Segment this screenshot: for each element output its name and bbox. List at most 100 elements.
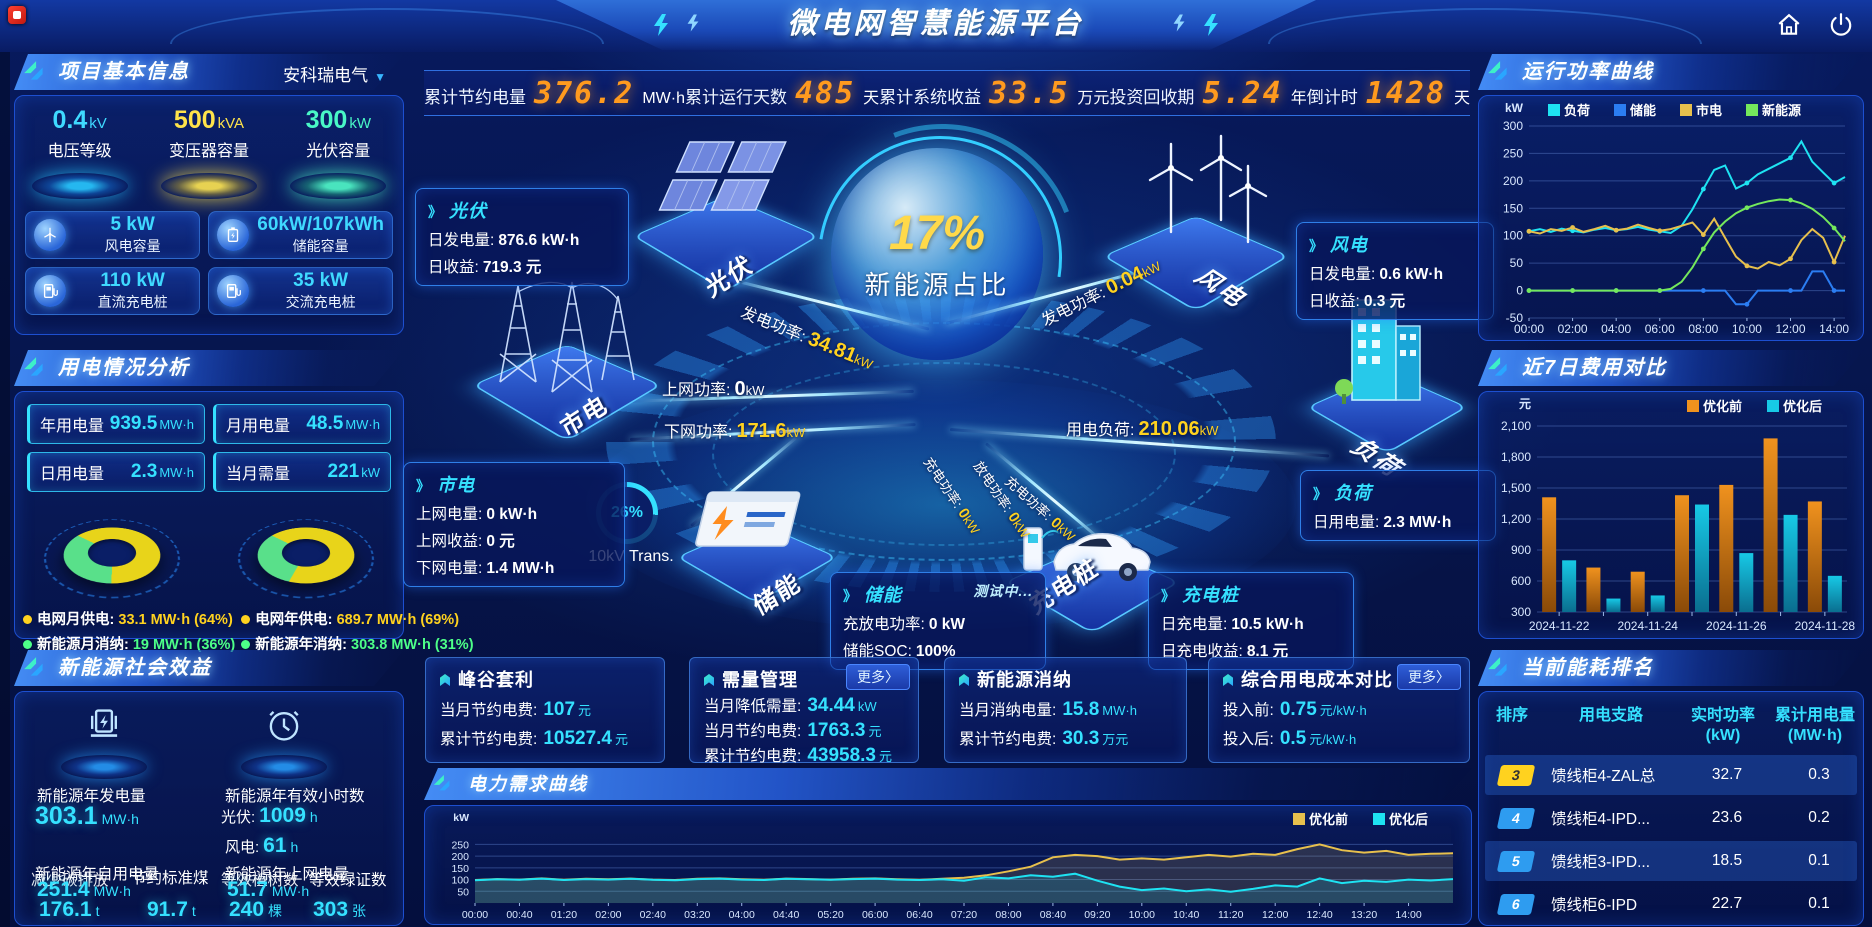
ranking-table-body: 3 馈线柜4-ZAL总 32.7 0.3 4 馈线柜4-IPD... 23.6 … (1479, 755, 1863, 924)
table-row[interactable]: 4 馈线柜4-IPD... 23.6 0.2 (1485, 798, 1857, 838)
label-self-consumption: 新能源年自用电量 (35, 866, 160, 883)
panel-corner-icon (22, 59, 48, 85)
pedestal-voltage-level: 0.4 kV 电压等级 (20, 106, 140, 199)
table-row[interactable]: 5 馈线柜3-IPD... 18.5 0.1 (1485, 841, 1857, 881)
glow-ring (241, 755, 327, 779)
glow-ring (160, 173, 257, 199)
card-storage-capacity: 60kW/107kWh 储能容量 (208, 211, 393, 259)
card-ac-charger: 35 kW 交流充电桩 (208, 267, 393, 315)
pv-info-card: 》光伏 日发电量: 876.6 kW·h 日收益: 719.3 元 (415, 188, 629, 286)
panel-demand-header: 电力需求曲线 (424, 768, 1472, 800)
clock-icon (269, 711, 299, 741)
supply-mix-legend: 电网月供电: 33.1 MW·h (64%) 电网年供电: 689.7 MW·h… (15, 598, 474, 654)
glow-ring (290, 173, 387, 199)
demand-more-button[interactable]: 更多〉 (846, 664, 910, 690)
label-green-cert: 等效绿证数 (309, 872, 387, 889)
svg-text:150: 150 (1503, 201, 1523, 215)
card-demand-management: 更多〉 需量管理 当月降低需量: 34.44 kW 当月节约电费: 1763.3 元 累… (689, 657, 919, 766)
flag-icon (704, 674, 714, 686)
panel-title: 项目基本信息 (58, 61, 190, 83)
svg-text:2024-11-22: 2024-11-22 (1529, 619, 1590, 633)
running-power-chart: -50 0 50 100 150 200 250 300 kW 00:00 02:00 04:00 06… (1503, 101, 1849, 336)
table-row[interactable]: 6 馈线柜6-IPD 22.7 0.1 (1485, 884, 1857, 924)
svg-text:优化前: 优化前 (1309, 812, 1348, 827)
svg-text:优化后: 优化后 (1783, 399, 1822, 414)
svg-text:12:40: 12:40 (1306, 909, 1332, 921)
table-row[interactable]: 3 馈线柜4-ZAL总 32.7 0.3 (1485, 755, 1857, 795)
svg-text:250: 250 (451, 839, 469, 851)
kpi-total-saved-energy: 累计节约电量 376.2 MW·h (424, 75, 685, 111)
legend-dot (241, 615, 251, 624)
usage-stats: 年用电量 939.5 MW·h 月用电量 48.5 MW·h 日用电量 2.3 MW·h 当… (15, 392, 403, 492)
stat-month-demand: 当月需量 221 kW (213, 452, 391, 492)
label-tree-equivalent: 等效植树数 (221, 872, 299, 889)
svg-text:10:00: 10:00 (1129, 909, 1155, 921)
flag-icon (959, 674, 969, 686)
lightning-icon (1173, 14, 1185, 32)
ranking-table-header: 排序 用电支路 实时功率 (kW) 累计用电量 (MW·h) (1495, 707, 1855, 744)
svg-text:300: 300 (1511, 605, 1531, 619)
battery-container-icon (695, 491, 801, 547)
rank-badge: 5 (1496, 850, 1536, 872)
legend-dot (23, 615, 32, 624)
panel-power-header: 运行功率曲线 (1478, 54, 1864, 90)
kpi-system-revenue: 累计系统收益 33.5 万元 (879, 75, 1110, 111)
svg-text:0: 0 (1516, 284, 1523, 298)
panel-title: 电力需求曲线 (468, 774, 588, 794)
svg-text:负荷: 负荷 (1564, 103, 1590, 118)
rank-badge: 4 (1496, 807, 1536, 829)
stat-day-usage: 日用电量 2.3 MW·h (27, 452, 205, 492)
svg-text:03:20: 03:20 (684, 909, 710, 921)
panel-running-power: 运行功率曲线 -50 0 50 100 150 200 250 300 kW 00:00 02:00… (1478, 54, 1864, 341)
svg-text:600: 600 (1511, 574, 1531, 588)
panel-corner-icon (1486, 355, 1512, 381)
cost-compare-chart: 300 600 900 1,200 1,500 1,800 2,100 元 2024-11-22… (1501, 397, 1855, 633)
charger-icon (217, 275, 250, 307)
panel-benefit-header: 新能源社会效益 (14, 650, 404, 686)
panel-title: 当前能耗排名 (1522, 657, 1654, 679)
panel-corner-icon (22, 355, 48, 381)
svg-text:kW: kW (453, 812, 469, 824)
renewable-share-value: 17% (888, 207, 986, 260)
svg-text:50: 50 (1510, 256, 1524, 270)
panel-corner-icon (1486, 59, 1512, 85)
cost-more-button[interactable]: 更多〉 (1397, 664, 1461, 690)
hours-pedestal (241, 704, 327, 779)
power-icon[interactable] (1828, 12, 1854, 38)
rank-badge: 3 (1496, 764, 1536, 786)
project-pedestals: 0.4 kV 电压等级 500 kVA 变压器容量 300 kW 光伏容量 (15, 96, 403, 199)
kpi-payback-period: 投资回收期 5.24 年 (1109, 75, 1307, 111)
panel-renewable-benefit: 新能源社会效益 新能源年发电量 30 (14, 650, 404, 926)
company-select[interactable]: 安科瑞电气 ▼ (283, 66, 386, 85)
legend-renewable-month: 新能源月消纳: 19 MW·h (36%) (23, 633, 235, 654)
svg-text:14:00: 14:00 (1395, 909, 1421, 921)
svg-text:06:00: 06:00 (1645, 322, 1675, 336)
panel-corner-icon (432, 773, 454, 795)
pedestal-transformer-capacity: 500 kVA 变压器容量 (149, 106, 269, 199)
flow-grid-draw: 下网功率: 171.6kW (664, 420, 806, 442)
battery-icon (217, 219, 250, 251)
glow-ring (61, 755, 147, 779)
svg-text:01:20: 01:20 (551, 909, 577, 921)
panel-cost-header: 近7日费用对比 (1478, 350, 1864, 386)
ev-car-icon (1023, 527, 1151, 581)
label-coal-saved: 节约标准煤 (131, 870, 209, 887)
svg-text:04:00: 04:00 (729, 909, 755, 921)
svg-text:优化后: 优化后 (1389, 812, 1428, 827)
value-green-cert: 303 张 (313, 898, 367, 921)
svg-text:市电: 市电 (1696, 103, 1722, 118)
value-tree-equivalent: 240 棵 (229, 898, 283, 921)
svg-text:1,800: 1,800 (1501, 450, 1531, 464)
svg-text:00:00: 00:00 (462, 909, 488, 921)
svg-text:02:40: 02:40 (640, 909, 666, 921)
panel-title: 用电情况分析 (58, 357, 190, 379)
wind-info-card: 》风电 日发电量: 0.6 kW·h 日收益: 0.3 元 (1296, 222, 1494, 320)
wind-turbines-icon (1148, 134, 1268, 244)
svg-text:250: 250 (1503, 146, 1523, 160)
value-pv-hours: 光伏: 1009 h (221, 804, 318, 827)
label-feed-in: 新能源年上网电量 (225, 866, 350, 883)
kpi-bar: 累计节约电量 376.2 MW·h 累计运行天数 485 天 累计系统收益 33.5 万元 … (424, 70, 1470, 116)
home-icon[interactable] (1776, 12, 1802, 38)
panel-energy-ranking: 当前能耗排名 排序 用电支路 实时功率 (kW) 累计用电量 (MW·h) 3 馈线… (1478, 650, 1864, 926)
